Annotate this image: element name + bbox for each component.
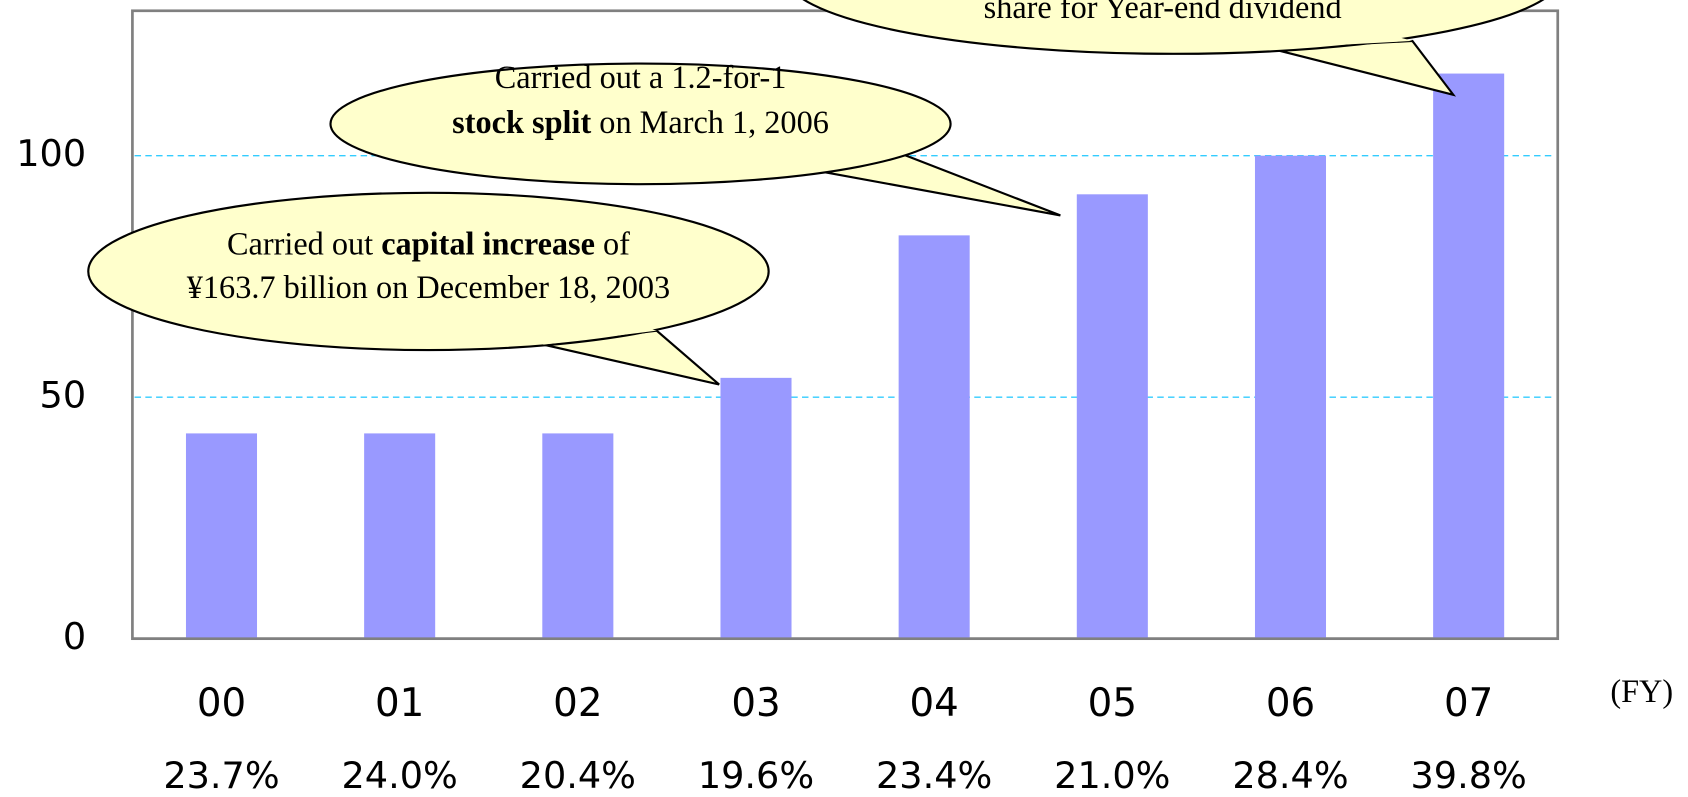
x-axis-label: (FY) <box>1610 673 1673 709</box>
payout-ratio-label: 19.6% <box>698 754 814 797</box>
bar <box>720 377 792 639</box>
callout-tail-cover <box>1205 0 1413 49</box>
callout-text-segment: share for Year-end dividend <box>984 0 1342 25</box>
bar <box>1254 155 1327 639</box>
callout-text: stock split on March 1, 2006 <box>452 104 829 140</box>
callout-bubble <box>87 191 770 352</box>
x-tick-label: 07 <box>1444 681 1493 726</box>
x-tick-label: 00 <box>197 681 246 726</box>
callout-text: Carried out capital increase of <box>227 226 630 262</box>
callout-text-segment: Carried out a 1.2-for-1 <box>495 59 787 95</box>
payout-ratio-label: 23.7% <box>163 754 279 797</box>
callout-text-segment: ¥163.7 billion on December 18, 2003 <box>187 269 670 305</box>
bar <box>1433 73 1505 639</box>
callout-text-segment: on March 1, 2006 <box>591 104 829 140</box>
callout-tail-cover <box>428 271 657 345</box>
x-tick-label: 01 <box>375 681 424 726</box>
payout-ratio-label: 21.0% <box>1054 754 1170 797</box>
bar <box>185 433 258 639</box>
callout-text: share for Year-end dividend <box>984 0 1342 25</box>
payout-ratio-label: 28.4% <box>1232 754 1348 797</box>
callout-tail-cover <box>640 123 894 170</box>
x-tick-label: 02 <box>553 681 602 726</box>
payout-ratio-label: 23.4% <box>876 754 992 797</box>
bars <box>185 73 1505 639</box>
callout-text: Carried out a 1.2-for-1 <box>495 59 787 95</box>
bar <box>364 433 436 639</box>
callout: Carried out capital increase of ¥163.7 bi… <box>87 191 770 386</box>
y-tick-label: 100 <box>16 132 86 175</box>
callout-text-segment: of <box>595 226 630 262</box>
callout-text-segment: capital increase <box>381 226 595 262</box>
callout-text: ¥163.7 billion on December 18, 2003 <box>187 269 670 305</box>
y-tick-label: 0 <box>63 615 86 658</box>
payout-ratio-label: 24.0% <box>342 754 458 797</box>
callout: share for Year-end dividend <box>802 0 1545 97</box>
payout-ratio-label: 39.8% <box>1411 754 1527 797</box>
bar <box>898 235 970 639</box>
callouts: Carried out capital increase of ¥163.7 bi… <box>87 0 1545 386</box>
callout-text-segment: stock split <box>452 104 591 140</box>
payout-ratio-label: 20.4% <box>520 754 636 797</box>
x-tick-label: 03 <box>731 681 780 726</box>
x-tick-label: 06 <box>1266 681 1315 726</box>
x-tick-label: 05 <box>1088 681 1137 726</box>
callout-text-segment: Carried out <box>227 226 381 262</box>
bar <box>542 433 614 639</box>
callout: Carried out a 1.2-for-1 stock split on Ma… <box>329 59 1061 217</box>
y-tick-label: 50 <box>40 374 87 417</box>
x-tick-label: 04 <box>910 681 959 726</box>
bar <box>1076 194 1148 639</box>
